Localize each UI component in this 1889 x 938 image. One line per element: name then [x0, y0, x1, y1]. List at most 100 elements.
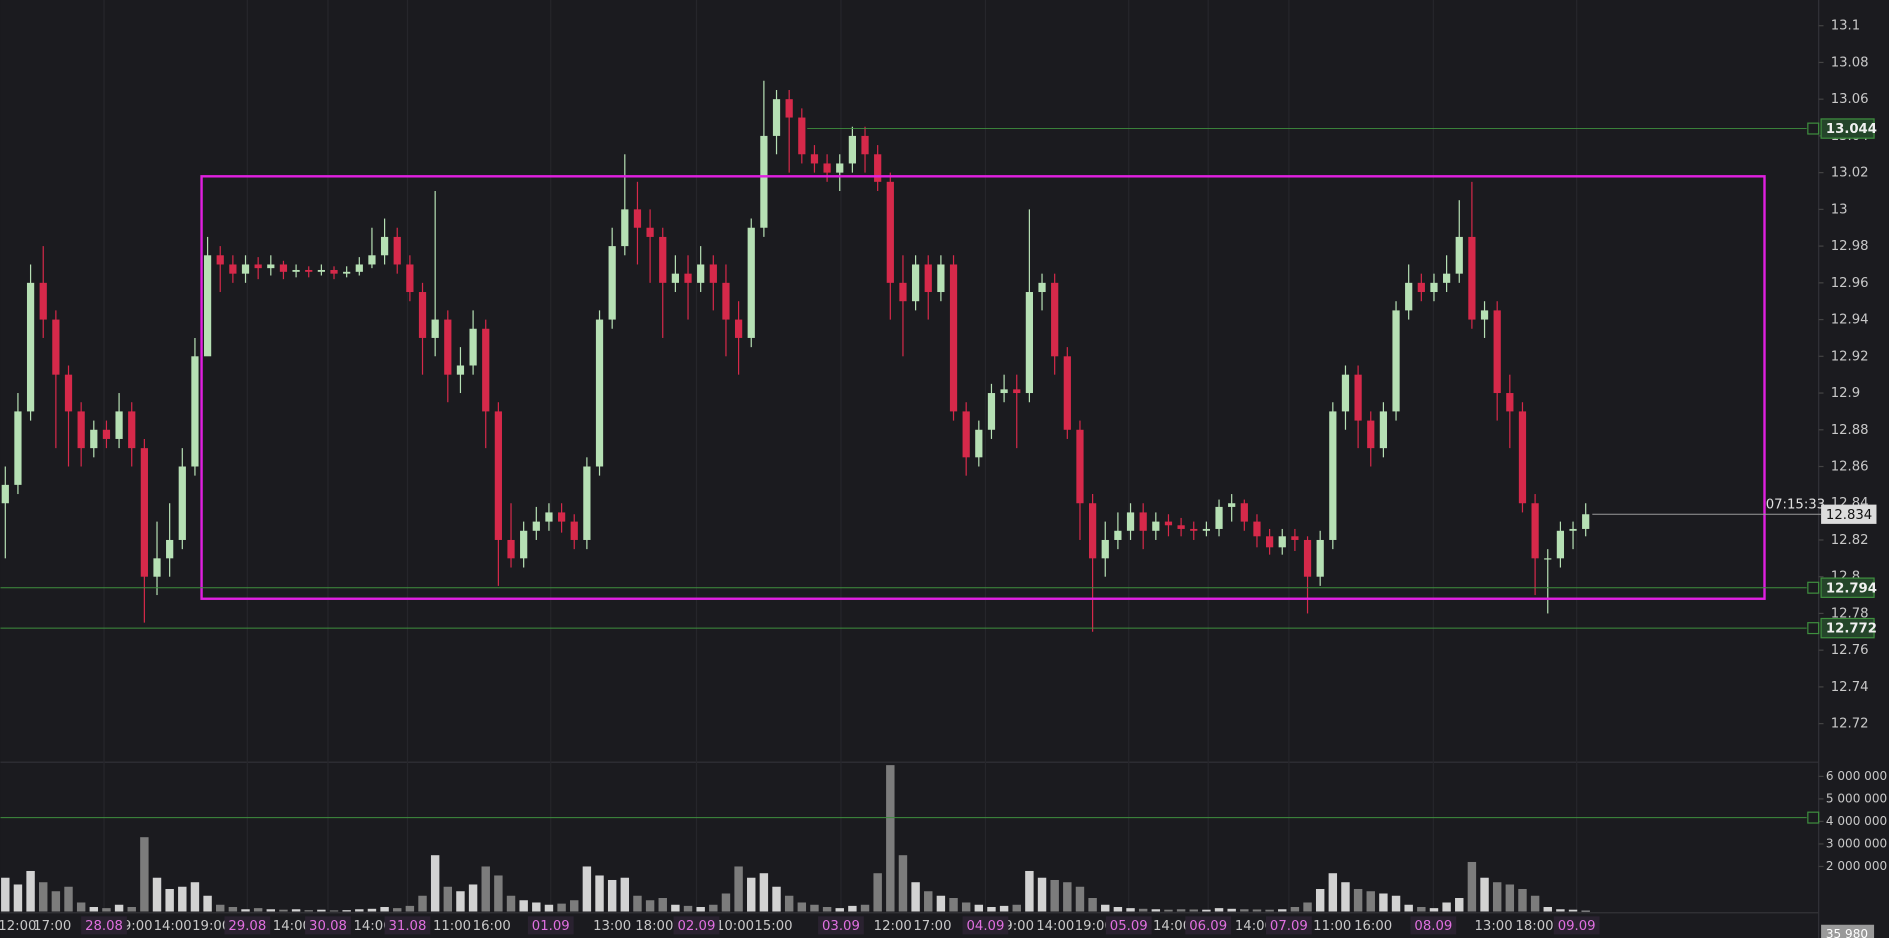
volume-bar	[89, 907, 99, 912]
date-label-bg	[962, 916, 1009, 935]
volume-bar	[747, 877, 756, 912]
time-label: 12:00	[0, 919, 36, 934]
candle-body	[911, 264, 920, 302]
candle-body	[90, 429, 98, 449]
volume-bar	[1265, 909, 1274, 912]
volume-bar	[304, 910, 313, 912]
volume-bar	[822, 907, 832, 912]
volume-bar	[342, 910, 351, 912]
time-label: 17:00	[33, 919, 71, 934]
volume-bar	[1227, 908, 1236, 912]
candle-body	[760, 135, 768, 228]
candle-body	[1367, 420, 1375, 449]
candle-body	[671, 273, 679, 283]
candle-body	[1303, 539, 1312, 577]
date-label-bg	[384, 916, 431, 935]
time-label: 17:00	[913, 919, 951, 934]
volume-bar	[1202, 909, 1211, 912]
volume-bar	[784, 895, 794, 912]
candle-body	[823, 163, 831, 173]
volume-bar	[468, 884, 478, 912]
volume-bar	[291, 909, 301, 912]
date-label: 31.08	[389, 919, 427, 934]
date-label: 03.09	[822, 919, 860, 934]
candle-body	[798, 117, 806, 155]
candle-body	[861, 135, 869, 155]
date-label: 08.09	[1414, 919, 1452, 934]
volume-bar	[1341, 882, 1350, 912]
time-label: 19:00	[192, 919, 230, 934]
candle-body	[545, 512, 553, 522]
volume-bar	[266, 909, 276, 912]
candle-body	[899, 282, 907, 302]
candle-body	[1025, 292, 1034, 394]
volume-bar	[873, 873, 882, 912]
volume-bar	[216, 904, 225, 912]
candle-body	[684, 273, 692, 283]
volume-bar	[1075, 886, 1085, 912]
volume-bar	[911, 882, 920, 912]
candle-body	[305, 269, 313, 272]
y-tick-label: 12.94	[1831, 313, 1869, 328]
volume-bar	[418, 895, 427, 912]
candle-body	[520, 530, 528, 559]
volume-bar	[1391, 895, 1401, 912]
volume-bar	[165, 888, 174, 912]
last-volume-box	[1821, 924, 1875, 938]
volume-bar	[1113, 907, 1123, 912]
time-label: 11:00	[1313, 919, 1351, 934]
volume-bar	[1050, 879, 1059, 912]
volume-bar	[329, 910, 339, 912]
volume-bar	[1455, 897, 1464, 912]
candle-body	[444, 319, 452, 375]
candle-body	[1202, 528, 1211, 531]
time-label: 14:00	[1036, 919, 1074, 934]
candle-body	[77, 411, 85, 449]
date-label-bg	[818, 916, 864, 935]
candle-body	[1114, 530, 1122, 540]
y-tick-label: 12.78	[1831, 606, 1869, 621]
volume-bar	[430, 855, 440, 912]
candle-body	[330, 269, 338, 274]
candle-body	[987, 393, 996, 430]
date-label: 28.08	[85, 919, 123, 934]
volume-bar	[1581, 910, 1590, 912]
volume-bar	[1315, 888, 1325, 912]
candle-body	[52, 319, 60, 375]
candle-body	[937, 264, 945, 293]
volume-bar	[835, 908, 844, 912]
countdown: 07:15:33	[1766, 498, 1825, 513]
y-tick-label: 13.08	[1831, 55, 1869, 70]
time-label: 18:00	[635, 919, 673, 934]
y-tick-label: 12.82	[1831, 533, 1869, 548]
volume-bar	[924, 891, 933, 912]
candle-body	[608, 246, 616, 320]
volume-bar	[1556, 909, 1565, 912]
candle-body	[722, 282, 730, 320]
volume-bar	[64, 886, 73, 912]
volume-bar	[570, 900, 579, 912]
candle-body	[1126, 512, 1135, 531]
candle-body	[785, 99, 793, 118]
candle-body	[1190, 528, 1198, 531]
candle-body	[924, 264, 932, 293]
volume-bar	[709, 904, 718, 912]
date-label-bg	[1105, 916, 1152, 935]
volume-bar	[1467, 861, 1477, 912]
candle-body	[570, 521, 578, 540]
candle-body	[621, 209, 629, 247]
volume-bar	[355, 909, 364, 912]
candle-body	[1000, 389, 1008, 394]
date-label: 01.09	[532, 919, 570, 934]
last-volume-label: 35 980	[1826, 927, 1868, 938]
time-label: 9:00	[1004, 919, 1034, 934]
candle-body	[595, 319, 604, 467]
date-label-bg	[305, 916, 351, 935]
candle-body	[1493, 310, 1501, 394]
y-tick-label: 13.02	[1831, 166, 1869, 181]
date-label-bg	[1553, 916, 1600, 935]
date-label-bg	[1185, 916, 1232, 935]
level-label: 12.794	[1826, 581, 1877, 596]
volume-bar	[620, 877, 630, 912]
